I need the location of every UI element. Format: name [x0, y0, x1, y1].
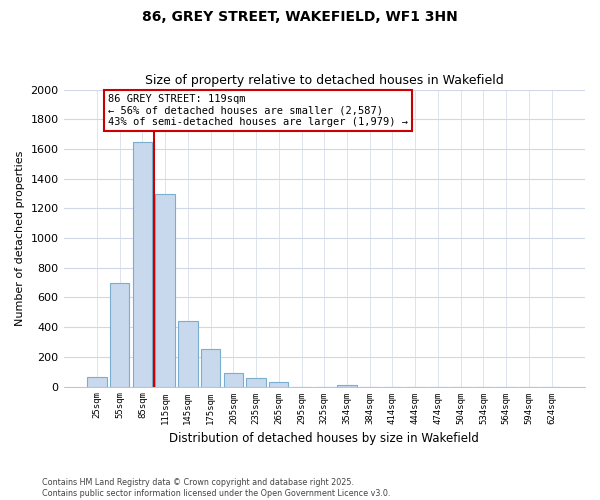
- Text: 86, GREY STREET, WAKEFIELD, WF1 3HN: 86, GREY STREET, WAKEFIELD, WF1 3HN: [142, 10, 458, 24]
- Bar: [133, 142, 152, 386]
- Bar: [87, 377, 107, 386]
- Bar: [110, 282, 130, 387]
- Bar: [269, 382, 289, 386]
- Bar: [155, 194, 175, 386]
- Text: Contains HM Land Registry data © Crown copyright and database right 2025.
Contai: Contains HM Land Registry data © Crown c…: [42, 478, 391, 498]
- Bar: [337, 385, 356, 386]
- Bar: [247, 378, 266, 386]
- Title: Size of property relative to detached houses in Wakefield: Size of property relative to detached ho…: [145, 74, 503, 87]
- Y-axis label: Number of detached properties: Number of detached properties: [15, 150, 25, 326]
- Bar: [178, 321, 197, 386]
- Bar: [224, 373, 243, 386]
- Bar: [201, 348, 220, 387]
- Text: 86 GREY STREET: 119sqm
← 56% of detached houses are smaller (2,587)
43% of semi-: 86 GREY STREET: 119sqm ← 56% of detached…: [108, 94, 408, 127]
- X-axis label: Distribution of detached houses by size in Wakefield: Distribution of detached houses by size …: [169, 432, 479, 445]
